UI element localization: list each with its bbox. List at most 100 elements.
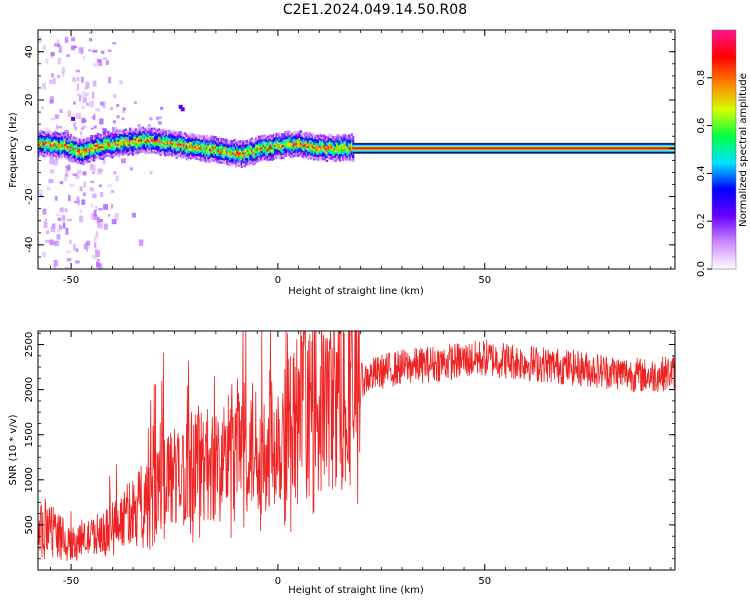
spectrogram-cell <box>337 157 340 161</box>
spectrogram-cell <box>72 138 75 141</box>
spectrogram-cell <box>308 133 311 137</box>
spectrogram-noise-cell <box>65 228 69 235</box>
spectrogram-cell <box>137 129 141 133</box>
spectrogram-cell <box>142 126 145 130</box>
spectrogram-noise-cell <box>99 118 104 125</box>
spectrogram-cell <box>230 145 233 149</box>
spectrogram-cell <box>174 147 177 150</box>
spectrogram-noise-cell <box>45 58 49 65</box>
spectrogram-cell <box>336 155 339 158</box>
spectrogram-cell <box>187 136 190 140</box>
spectrogram-cell <box>245 163 248 166</box>
spectrogram-cell <box>258 152 261 156</box>
spectrogram-cell <box>242 163 245 167</box>
spectrogram-cell <box>324 141 327 145</box>
spectrogram-cell <box>344 136 348 140</box>
spectrogram-cell <box>39 139 42 143</box>
spectrogram-cell <box>326 138 329 141</box>
spectrogram-cell <box>146 126 149 130</box>
spectrogram-cell <box>79 159 83 163</box>
spectrogram-cell <box>223 160 226 163</box>
spectrogram-cell <box>75 143 78 146</box>
spectrogram-cell <box>208 156 212 159</box>
spectrogram-cell <box>191 150 194 154</box>
spectrogram-cell <box>130 128 133 132</box>
spectrogram-cell <box>252 145 255 148</box>
spectrogram-cell <box>64 151 67 154</box>
spectrogram-cell <box>304 134 307 137</box>
spectrogram-cell <box>307 137 310 141</box>
spectrogram-cell <box>176 137 180 141</box>
spectrogram-cell <box>288 138 291 141</box>
spectrogram-cell <box>285 148 288 152</box>
spectrogram-cell <box>272 155 275 158</box>
spectrogram-cell <box>247 151 251 154</box>
spectrogram-cell <box>324 149 327 152</box>
spectrogram-cell <box>198 150 201 153</box>
spectrogram-cell <box>127 139 130 142</box>
spectrogram-cell <box>158 128 161 131</box>
spectrogram-cell <box>218 141 222 144</box>
spectrogram-cell <box>305 133 309 137</box>
spectrogram-cell <box>81 154 84 158</box>
spectrogram-cell <box>227 158 230 162</box>
spectrogram-cell <box>169 149 172 152</box>
spectrogram-cell <box>213 155 216 158</box>
spectrogram-cell <box>284 144 287 148</box>
spectrogram-cell <box>287 145 290 149</box>
spectrogram-cell <box>327 153 330 156</box>
spectrogram-cell <box>262 138 265 142</box>
spectrogram-cell <box>205 144 209 147</box>
spectrogram-cell <box>263 151 267 155</box>
spectrogram-cell <box>174 149 177 152</box>
spectrogram-cell <box>161 130 164 134</box>
spectrogram-cell <box>230 157 233 161</box>
spectrogram-cell <box>305 153 309 156</box>
spectrogram-cell <box>87 144 90 148</box>
spectrogram-cell <box>276 133 280 136</box>
spectrogram-cell <box>101 137 104 141</box>
spectrogram-cell <box>55 139 58 143</box>
spectrogram-cell <box>53 146 57 149</box>
spectrogram-cell <box>282 146 285 150</box>
spectrogram-noise-cell <box>95 108 100 112</box>
spectrogram-cell <box>243 153 246 156</box>
spectrogram-cell <box>260 134 264 138</box>
spectrogram-cell <box>205 155 209 159</box>
spectrogram-cell <box>262 140 265 144</box>
spectrogram-cell <box>165 137 168 141</box>
spectrogram-cell <box>49 132 52 135</box>
spectrogram-cell <box>208 158 212 161</box>
spectrogram-cell <box>291 146 294 149</box>
spectrogram-cell <box>126 130 129 134</box>
spectrogram-cell <box>146 128 149 132</box>
spectrogram-cell <box>68 149 71 153</box>
spectrogram-cell <box>231 142 235 145</box>
spectrogram-cell <box>210 141 213 144</box>
spectrogram-blob <box>178 104 183 109</box>
spectrogram-cell <box>278 145 281 149</box>
spectrogram-cell <box>43 152 46 156</box>
spectrogram-cell <box>302 144 306 148</box>
spectrogram-cell <box>185 151 188 155</box>
spectrogram-cell <box>146 138 149 141</box>
spectrogram-cell <box>263 147 267 151</box>
spectrogram-cell <box>75 158 78 162</box>
spectrogram-cell <box>231 161 235 165</box>
spectrogram-cell <box>42 138 45 142</box>
spectrogram-cell <box>320 155 323 159</box>
spectrogram-cell <box>137 131 141 135</box>
spectrogram-cell <box>350 156 353 160</box>
spectrogram-cell <box>182 141 185 145</box>
spectrogram-cell <box>294 140 297 144</box>
spectrogram-cell <box>203 137 206 140</box>
spectrogram-cell <box>262 154 265 157</box>
spectrogram-cell <box>278 143 281 147</box>
spectrogram-cell <box>311 133 314 137</box>
spectrogram-cell <box>56 132 60 136</box>
spectrogram-cell <box>134 134 138 137</box>
spectrogram-cell <box>307 147 310 151</box>
spectrogram-cell <box>313 134 316 138</box>
spectrogram-cell <box>100 133 103 137</box>
spectrogram-cell <box>169 133 172 137</box>
